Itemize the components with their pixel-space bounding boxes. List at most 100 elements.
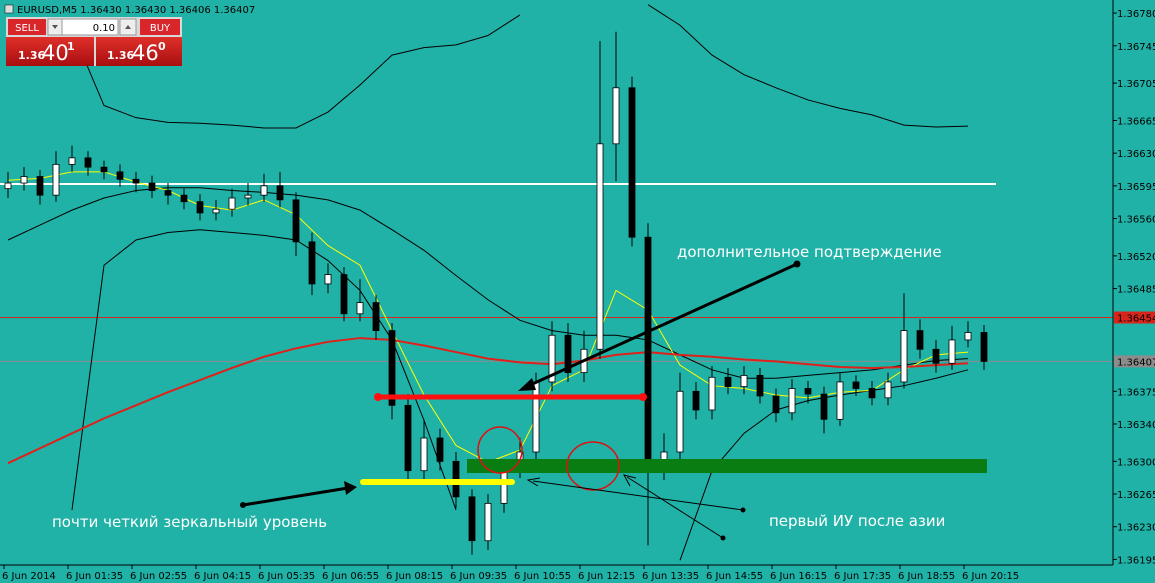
candle-body [532,381,540,453]
chart-title: EURUSD,M5 1.36430 1.36430 1.36406 1.3640… [17,5,255,16]
candle-body [372,302,380,331]
indicator-line [647,4,969,128]
candle-body [84,157,92,168]
candle-body [292,199,300,243]
candle-body [468,496,476,542]
ask-point: 0 [158,40,166,53]
candle-body [788,388,796,414]
candle-body [724,376,732,388]
candle-body [436,437,444,462]
x-tick-label: 6 Jun 02:55 [130,571,187,582]
bid-big: 1.36 [18,49,45,62]
y-tick-label: 1.36265 [1117,490,1155,501]
y-tick-label: 1.36230 [1117,523,1155,534]
red-level-end [639,393,647,401]
candle-body [164,190,172,196]
y-tick-label: 1.36745 [1117,42,1155,53]
y-tick-label: 1.36780 [1117,9,1155,20]
candle-body [916,330,924,350]
ask-box[interactable] [96,37,182,66]
price-tag-label: 1.36454 [1117,314,1155,325]
x-tick-label: 6 Jun 13:35 [642,571,699,582]
candle-body [884,381,892,399]
y-tick-label: 1.36375 [1117,387,1155,398]
candle-body [804,388,812,395]
y-tick-label: 1.36630 [1117,149,1155,160]
candle-body [244,194,252,199]
annotation: дополнительное подтверждение [677,243,942,261]
arrow-head [518,378,536,391]
y-tick-label: 1.36340 [1117,420,1155,431]
symbol-icon [4,4,14,14]
candle-body [980,332,988,362]
x-tick-label: 6 Jun 12:15 [578,571,635,582]
candle-body [932,348,940,364]
arrow [527,262,798,388]
bid-box[interactable] [6,37,94,66]
arrow-head [526,477,541,487]
arrow [626,476,724,539]
annotations: дополнительное подтверждение почти четки… [52,243,987,541]
annotation: первый ИУ после азии [769,512,945,530]
candle-body [212,208,220,214]
candle-body [772,395,780,414]
candle-body [148,182,156,191]
x-tick-label: 6 Jun 14:55 [706,571,763,582]
trade-panel: SELL 0.10 BUY 1.36 40 1 1.36 46 0 [6,17,182,66]
candle-body [964,332,972,341]
x-tick-label: 6 Jun 10:55 [514,571,571,582]
y-tick-label: 1.36560 [1117,215,1155,226]
candle-body [644,236,652,462]
candle-body [900,330,908,383]
candle-body [740,375,748,388]
price-tag-label: 1.36407 [1117,357,1155,368]
x-tick-label: 6 Jun 04:15 [194,571,251,582]
indicator-line [7,337,969,465]
y-tick-label: 1.36485 [1117,285,1155,296]
candle-body [404,404,412,472]
candle-body [852,381,860,389]
circle-mark [566,441,620,491]
candle-body [340,274,348,315]
candle-body [116,171,124,180]
x-tick-label: 6 Jun 06:55 [322,571,379,582]
candle-body [308,241,316,285]
x-tick-label: 6 Jun 2014 [2,571,56,582]
arrow [532,480,744,511]
price-tag [1114,355,1155,368]
bid-pips: 40 [42,41,69,65]
x-tick-label: 6 Jun 05:35 [258,571,315,582]
sell-button[interactable] [8,19,46,35]
y-tick-label: 1.36195 [1117,555,1155,566]
y-tick-label: 1.36595 [1117,182,1155,193]
bid-point: 1 [67,40,75,53]
candle-body [820,393,828,420]
candle-body [420,437,428,472]
sell-label: SELL [15,23,39,34]
down-icon [52,25,58,29]
candle-body [564,334,572,374]
candle-body [868,388,876,399]
lot-value: 0.10 [93,23,115,34]
red-level-end [374,393,382,401]
price-tag [1114,311,1155,324]
arrow [242,486,349,507]
candle-body [692,390,700,411]
lot-field[interactable] [61,18,119,36]
arrow-dot [720,535,726,541]
candle-body [196,201,204,214]
x-tick-label: 6 Jun 17:35 [834,571,891,582]
buy-button[interactable] [140,19,180,35]
x-tick-label: 6 Jun 16:15 [770,571,827,582]
candle-body [260,185,268,196]
y-tick-label: 1.36705 [1117,79,1155,90]
annotation: почти четкий зеркальный уровень [52,513,327,531]
candle-body [36,176,44,196]
x-tick-label: 6 Jun 01:35 [66,571,123,582]
candle-body [708,376,716,411]
candle-body [20,176,28,184]
candle-body [756,375,764,397]
candle-body [836,381,844,420]
candle-body [100,166,108,173]
